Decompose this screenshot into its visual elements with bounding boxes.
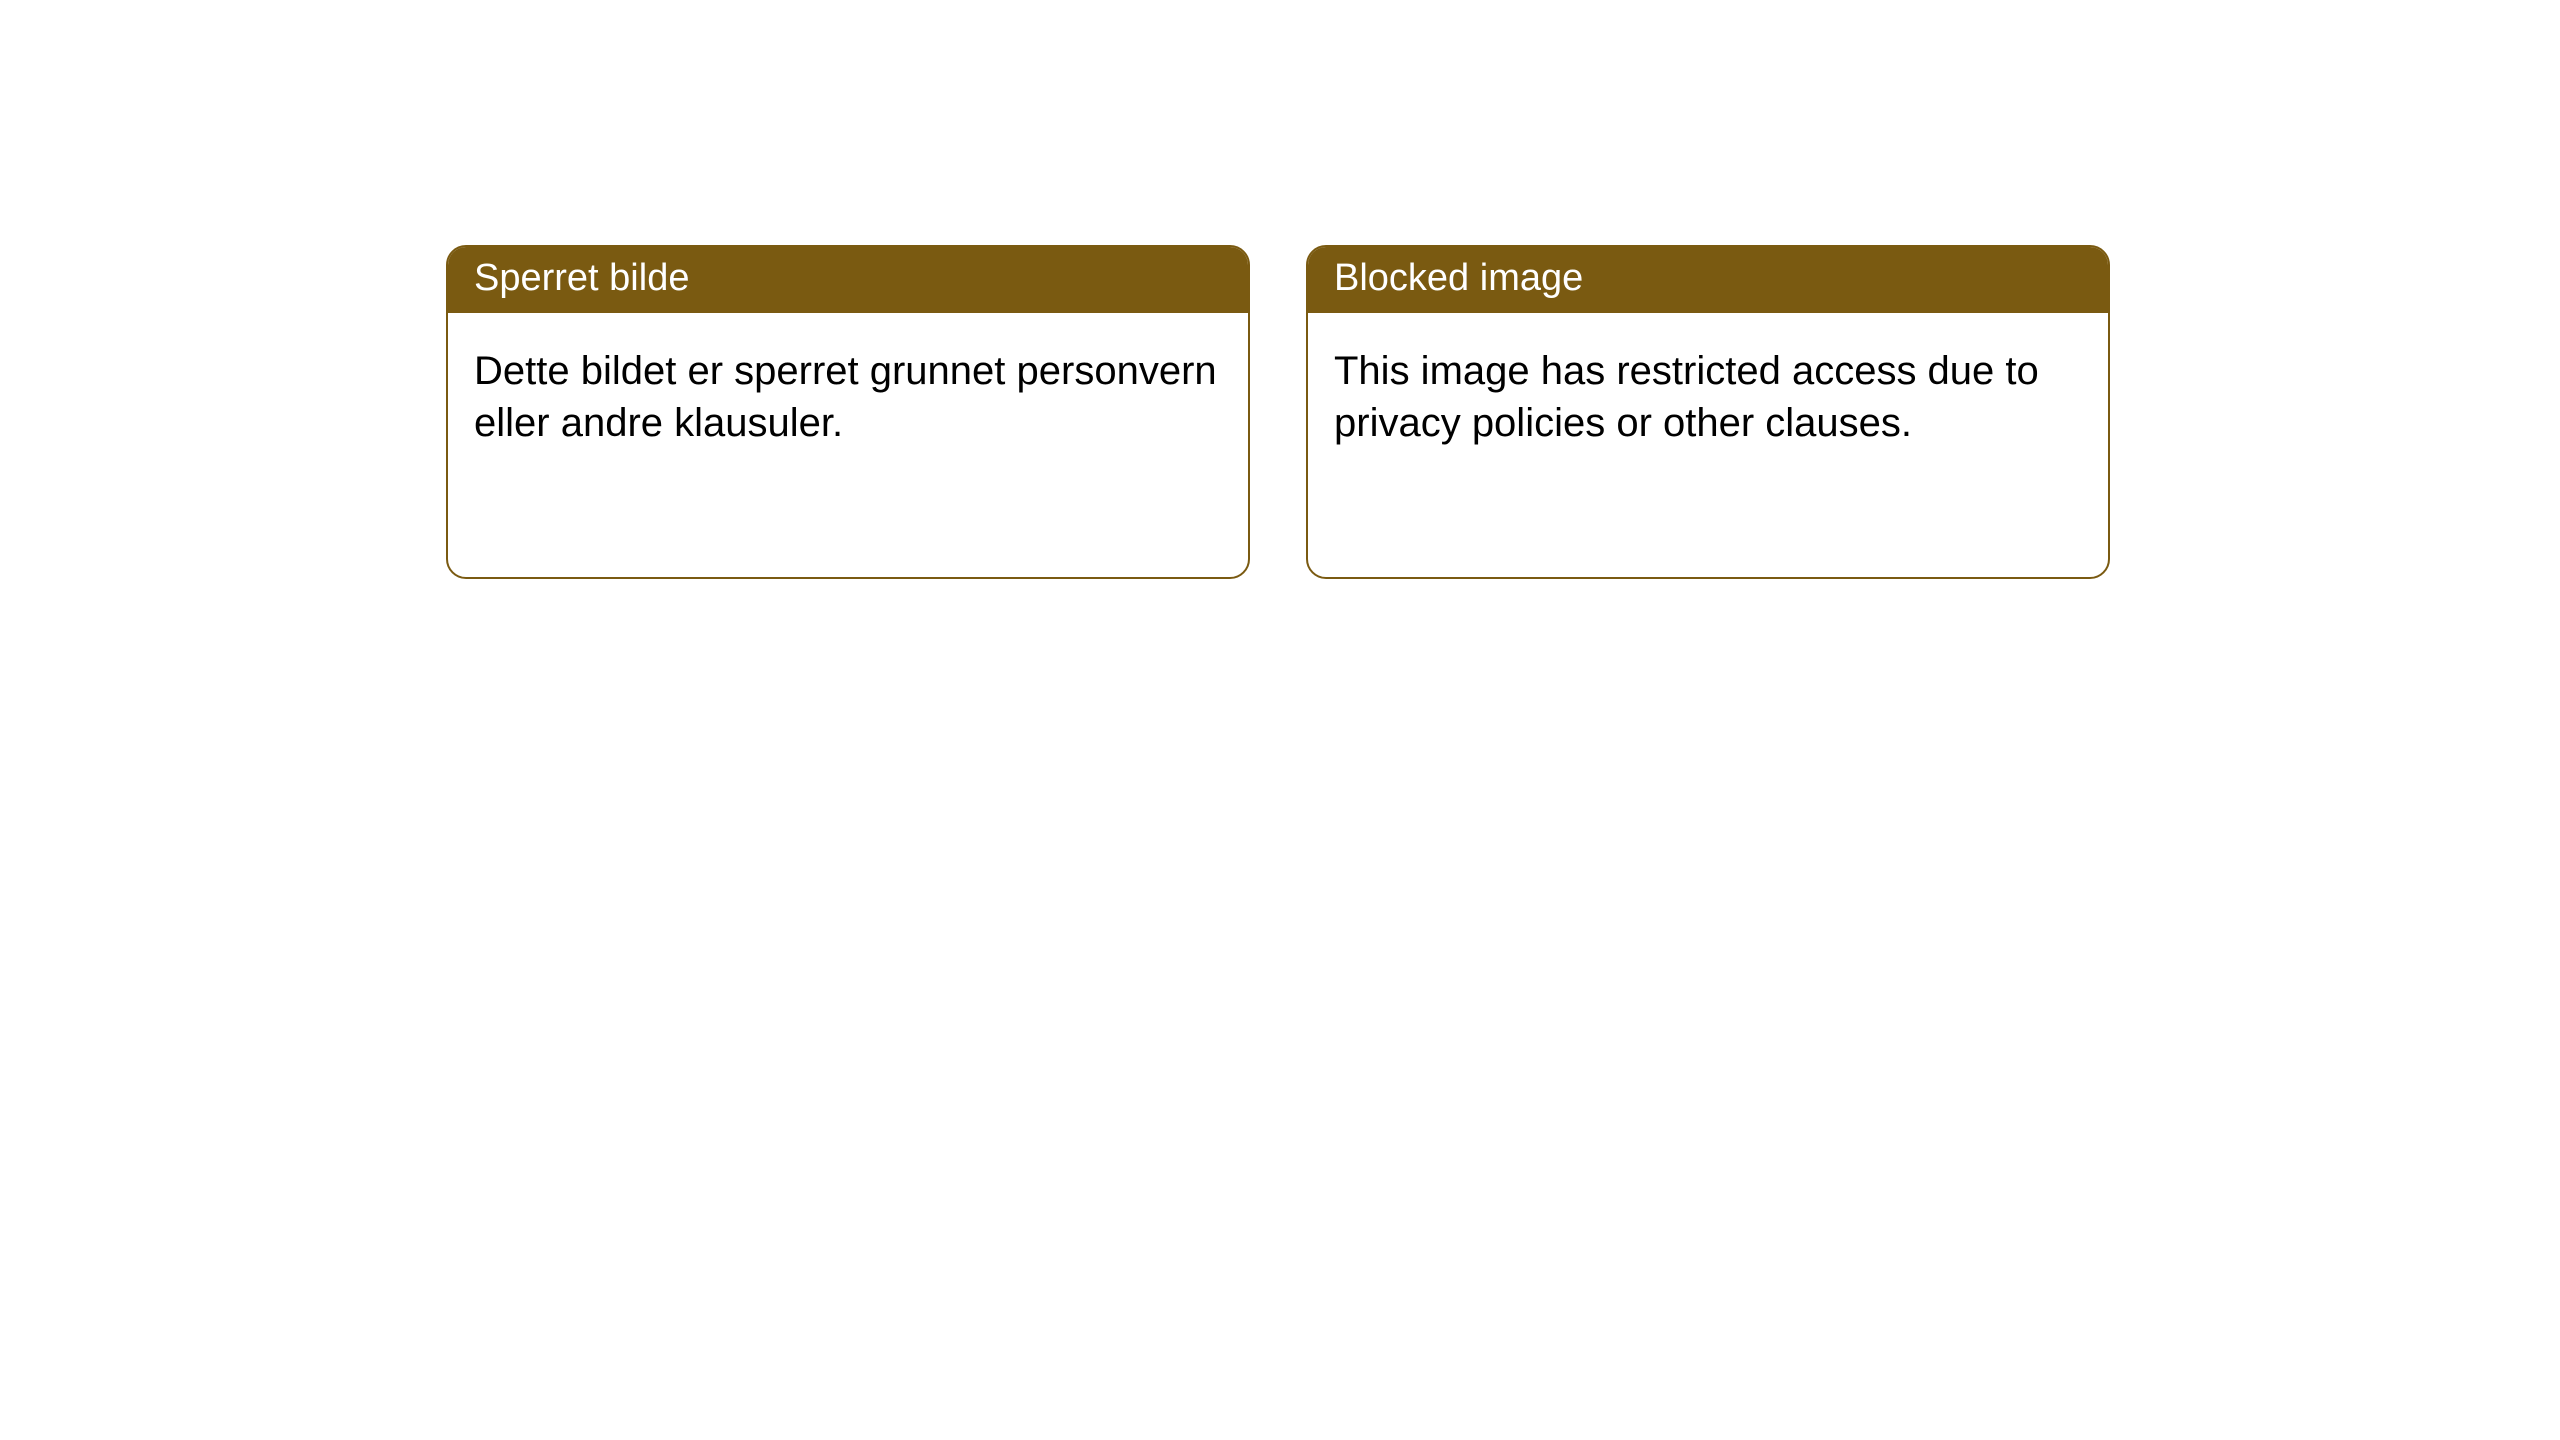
notice-card-title: Blocked image (1308, 247, 2108, 313)
notice-cards-container: Sperret bilde Dette bildet er sperret gr… (446, 245, 2110, 579)
notice-card-body: Dette bildet er sperret grunnet personve… (448, 313, 1248, 481)
notice-card-english: Blocked image This image has restricted … (1306, 245, 2110, 579)
notice-card-body: This image has restricted access due to … (1308, 313, 2108, 481)
notice-card-title: Sperret bilde (448, 247, 1248, 313)
notice-card-norwegian: Sperret bilde Dette bildet er sperret gr… (446, 245, 1250, 579)
